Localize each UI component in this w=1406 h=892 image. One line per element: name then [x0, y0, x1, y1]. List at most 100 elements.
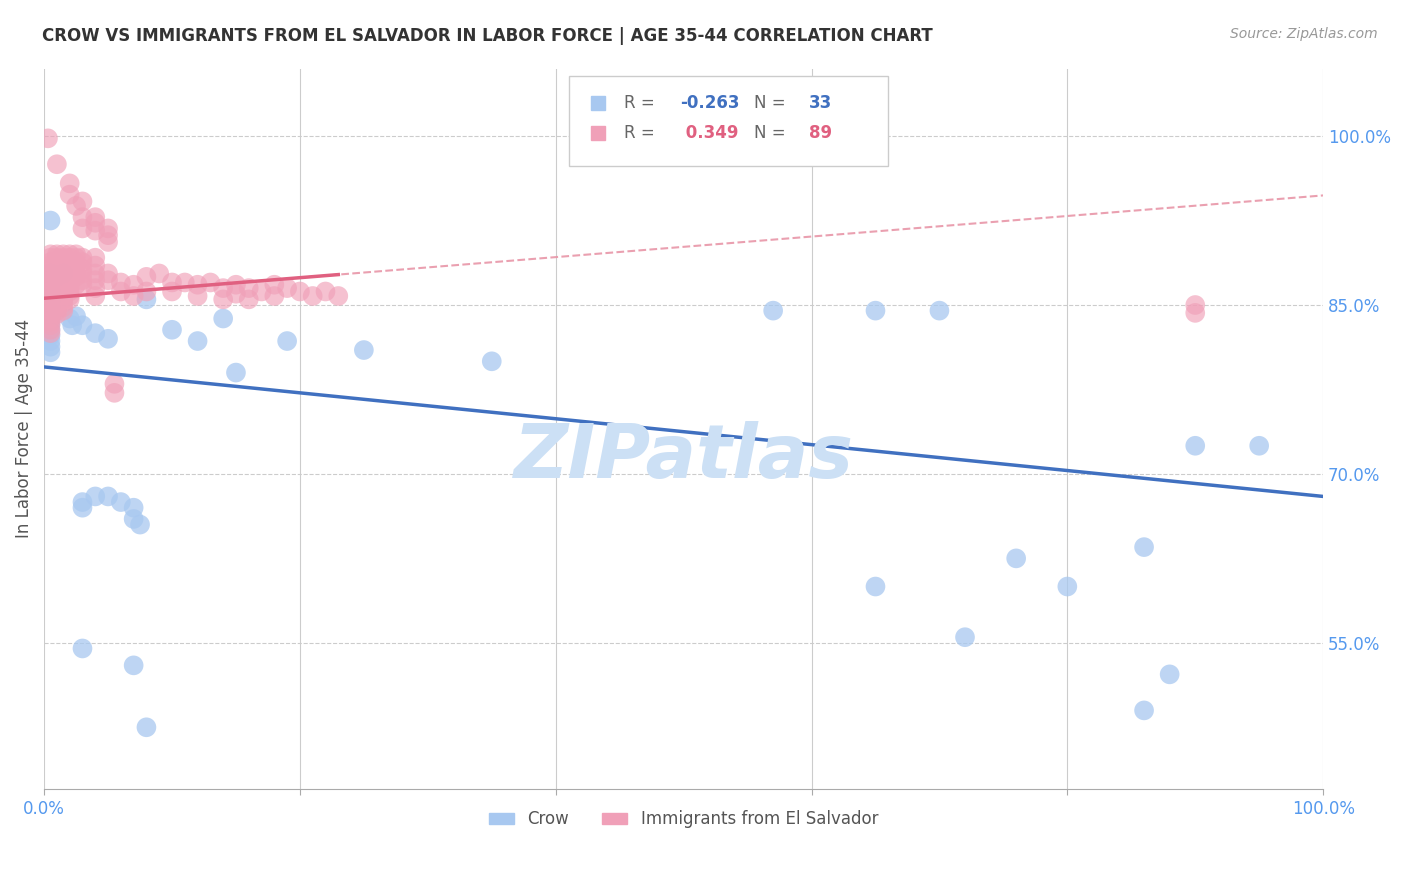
- Point: [52, 255, 75, 269]
- Point: [72, 255, 94, 269]
- Point: [135, 285, 157, 299]
- Point: [301, 289, 323, 303]
- Point: [52, 251, 75, 265]
- Point: [39, 267, 62, 281]
- Point: [1005, 551, 1028, 566]
- Point: [45, 303, 67, 318]
- Point: [928, 303, 950, 318]
- Point: [1133, 540, 1156, 554]
- Point: [65, 255, 87, 269]
- Point: [45, 277, 67, 292]
- Point: [865, 303, 887, 318]
- Point: [84, 210, 107, 224]
- Point: [39, 300, 62, 314]
- Point: [122, 500, 145, 515]
- Point: [65, 277, 87, 292]
- Point: [59, 259, 82, 273]
- Point: [103, 385, 125, 400]
- Point: [39, 255, 62, 269]
- Point: [135, 269, 157, 284]
- Point: [263, 277, 285, 292]
- Point: [97, 332, 120, 346]
- Point: [52, 295, 75, 310]
- Point: [59, 187, 82, 202]
- Point: [160, 276, 183, 290]
- Point: [65, 247, 87, 261]
- Point: [45, 251, 67, 265]
- Point: [238, 293, 260, 307]
- Point: [45, 289, 67, 303]
- Point: [45, 269, 67, 284]
- Point: [39, 262, 62, 277]
- Point: [39, 285, 62, 299]
- Point: [72, 221, 94, 235]
- Point: [39, 311, 62, 326]
- Point: [148, 267, 170, 281]
- Point: [59, 277, 82, 292]
- Point: [110, 495, 132, 509]
- Point: [59, 177, 82, 191]
- Point: [72, 267, 94, 281]
- Point: [97, 228, 120, 243]
- Point: [65, 259, 87, 273]
- Point: [1249, 439, 1271, 453]
- Point: [39, 295, 62, 310]
- Point: [97, 490, 120, 504]
- Point: [72, 641, 94, 656]
- Point: [1159, 667, 1181, 681]
- Point: [39, 277, 62, 292]
- Point: [276, 334, 298, 348]
- Point: [762, 303, 785, 318]
- Point: [160, 285, 183, 299]
- Point: [59, 285, 82, 299]
- Point: [39, 317, 62, 331]
- Point: [52, 262, 75, 277]
- Point: [45, 293, 67, 307]
- Point: [39, 272, 62, 286]
- Point: [1184, 298, 1206, 312]
- Point: [212, 281, 235, 295]
- Point: [45, 281, 67, 295]
- Point: [97, 273, 120, 287]
- Point: [72, 500, 94, 515]
- Point: [315, 285, 337, 299]
- Point: [39, 340, 62, 354]
- Point: [59, 247, 82, 261]
- Point: [225, 277, 247, 292]
- Point: [72, 251, 94, 265]
- Point: [72, 194, 94, 209]
- Point: [84, 224, 107, 238]
- Point: [65, 310, 87, 324]
- Point: [72, 273, 94, 287]
- Point: [84, 216, 107, 230]
- Point: [52, 247, 75, 261]
- Point: [52, 289, 75, 303]
- Point: [39, 281, 62, 295]
- Point: [59, 281, 82, 295]
- Point: [135, 720, 157, 734]
- Point: [39, 307, 62, 321]
- Point: [187, 289, 209, 303]
- Point: [225, 366, 247, 380]
- Point: [481, 354, 503, 368]
- Point: [39, 293, 62, 307]
- Text: Source: ZipAtlas.com: Source: ZipAtlas.com: [1230, 27, 1378, 41]
- Point: [59, 289, 82, 303]
- Point: [122, 277, 145, 292]
- Point: [39, 345, 62, 359]
- Point: [60, 318, 83, 333]
- Point: [52, 277, 75, 292]
- Point: [45, 247, 67, 261]
- Point: [39, 259, 62, 273]
- Point: [97, 235, 120, 249]
- Point: [187, 334, 209, 348]
- Point: [263, 289, 285, 303]
- Point: [45, 255, 67, 269]
- Point: [39, 277, 62, 292]
- Point: [52, 269, 75, 284]
- Point: [97, 221, 120, 235]
- Point: [39, 213, 62, 227]
- Point: [1133, 703, 1156, 717]
- Point: [39, 267, 62, 281]
- Point: [52, 259, 75, 273]
